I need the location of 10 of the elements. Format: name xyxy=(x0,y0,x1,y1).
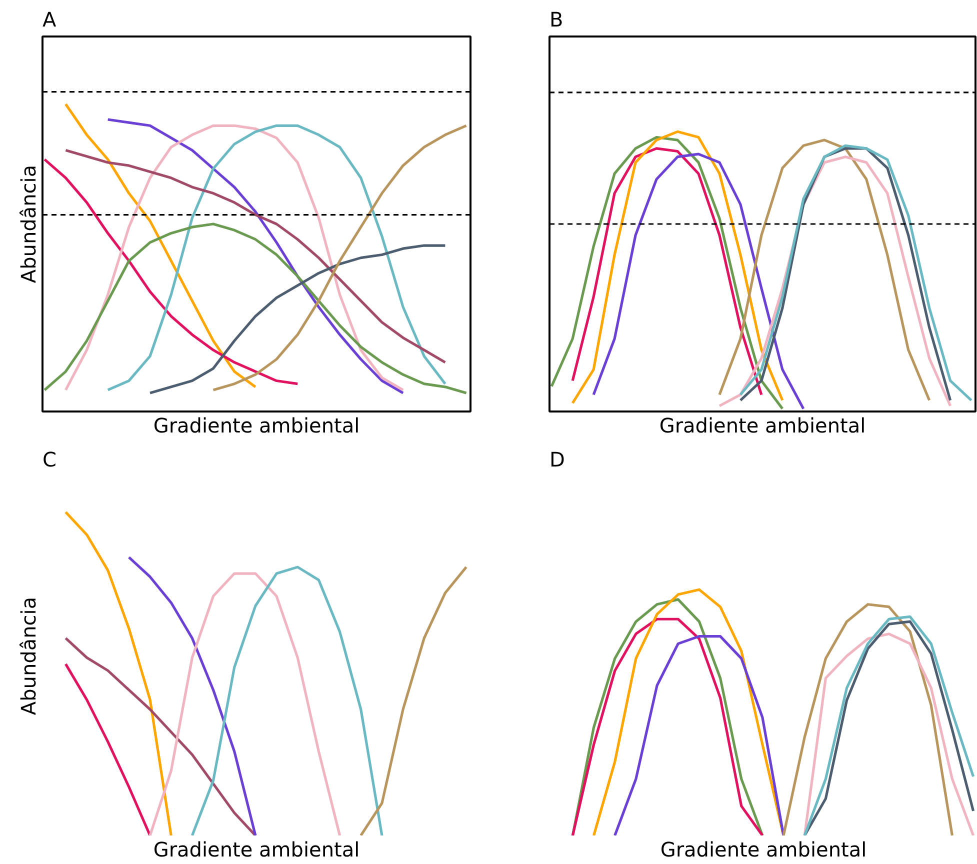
chart-title: B xyxy=(550,8,564,32)
y-axis-title: Abundância xyxy=(16,596,40,716)
x-axis-title: Gradiente ambiental xyxy=(153,414,360,438)
x-axis-title: Gradiente ambiental xyxy=(660,838,867,862)
chart-title: A xyxy=(42,8,56,32)
x-axis-title: Gradiente ambiental xyxy=(153,838,360,862)
x-axis-title: Gradiente ambiental xyxy=(659,414,866,438)
y-axis-title: Abundância xyxy=(16,164,40,284)
chart-title: C xyxy=(42,448,56,472)
chart-title: D xyxy=(550,448,565,472)
